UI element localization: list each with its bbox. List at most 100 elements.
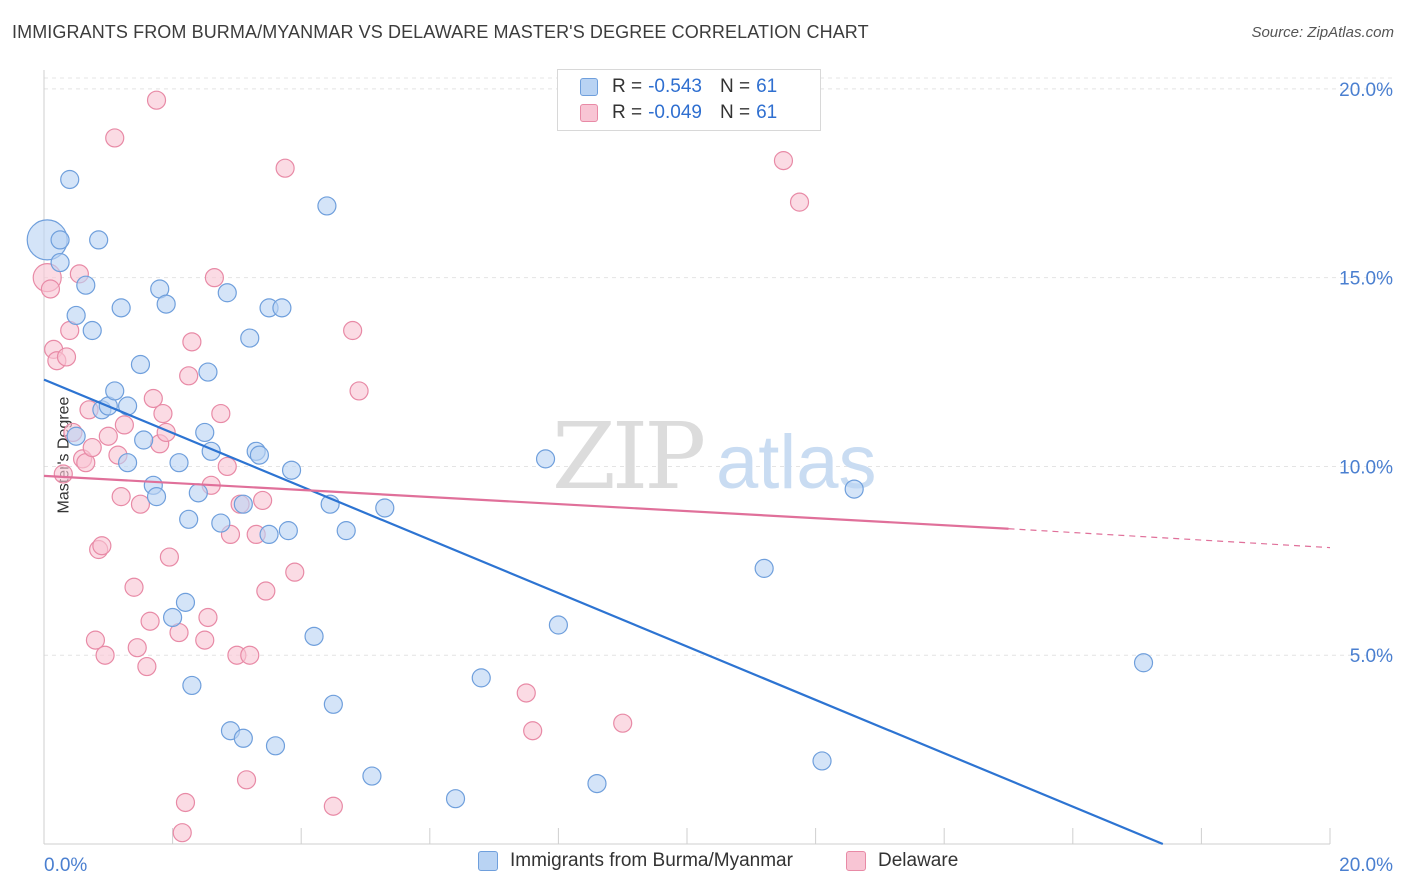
burma-point-11 [105,381,125,401]
legend-label-delaware: Delaware [878,850,959,871]
burma-point-55 [587,773,607,794]
legend-label-burma: Immigrants from Burma/Myanmar [510,850,793,871]
source-label: Source: ZipAtlas.com [1251,24,1394,41]
burma-point-24 [179,509,199,529]
legend-r-value: -0.049 [648,102,702,123]
burma-point-44 [304,626,324,646]
delaware-trendline [43,474,1009,530]
burma-point-31 [217,283,237,303]
legend-swatch-pink [846,851,866,871]
burma-point-45 [317,196,337,216]
delaware-point-55 [343,320,363,341]
delaware-point-23 [127,638,147,658]
burma-point-12 [111,298,131,318]
burma-point-28 [198,362,218,382]
delaware-point-24 [130,494,151,514]
burma-point-20 [156,294,176,314]
delaware-point-20 [111,487,131,507]
delaware-point-17 [98,426,118,446]
burma-points [26,169,1154,809]
delaware-point-30 [153,403,173,424]
grid [44,77,1395,656]
delaware-trendline-extension [1008,528,1331,549]
delaware-point-42 [211,403,231,424]
burma-point-22 [169,453,189,473]
delaware-point-4 [53,464,73,484]
burma-point-1 [50,230,70,250]
delaware-point-15 [92,536,112,556]
burma-point-50 [375,498,395,518]
burma-point-53 [535,449,556,469]
y-tick-label-2: 15.0% [1339,269,1393,290]
burma-point-6 [76,275,96,295]
legend-row-delaware: R = -0.049 N = 61 [580,101,777,125]
burma-point-42 [278,521,298,541]
delaware-point-52 [275,158,295,178]
delaware-point-18 [105,128,125,148]
burma-point-48 [336,521,356,541]
y-tick-label-3: 20.0% [1339,80,1393,101]
delaware-point-12 [82,437,102,458]
burma-point-5 [66,426,86,446]
delaware-point-37 [182,332,202,352]
burma-point-26 [188,483,208,503]
burma-point-56 [754,558,774,578]
delaware-point-25 [137,656,157,677]
burma-point-27 [195,422,215,443]
y-tick-label-1: 10.0% [1339,457,1393,478]
watermark: ZIP atlas [552,403,877,510]
burma-point-16 [134,430,154,450]
burma-point-34 [233,494,253,514]
burma-point-2 [50,252,70,273]
legend-item-delaware[interactable]: Delaware [846,850,958,872]
delaware-point-39 [198,607,218,628]
series-legend: Immigrants from Burma/Myanmar Delaware [0,850,1406,878]
burma-point-43 [281,460,302,480]
x-tick-label-0: 0.0% [44,855,87,876]
chart-title: IMMIGRANTS FROM BURMA/MYANMAR VS DELAWAR… [12,22,869,42]
burma-point-38 [259,524,279,545]
burma-point-47 [323,694,343,714]
legend-swatch-blue [580,78,598,96]
delaware-point-27 [143,388,163,409]
delaware-point-43 [217,456,237,477]
burma-trendline [43,378,1164,846]
legend-n-label: N = [719,76,751,97]
burma-point-57 [812,751,832,771]
delaware-point-58 [523,721,543,741]
burma-point-54 [548,615,569,635]
delaware-point-57 [516,683,536,703]
legend-item-burma[interactable]: Immigrants from Burma/Myanmar [478,850,793,872]
delaware-point-41 [204,268,224,288]
burma-point-30 [211,513,231,533]
legend-r-label: R = [612,102,643,123]
legend-swatch-blue [478,851,498,871]
tick-labels: 5.0% 10.0% 15.0% 20.0% 0.0% 20.0% [44,80,1393,876]
delaware-point-56 [349,381,369,401]
burma-point-59 [1133,653,1154,673]
burma-point-18 [146,487,167,507]
delaware-point-34 [172,823,192,843]
burma-point-41 [272,298,292,318]
burma-point-8 [89,230,109,250]
delaware-point-54 [323,796,343,816]
legend-row-burma: R = -0.543 N = 61 [580,75,777,99]
burma-point-40 [265,736,286,756]
trendlines [43,378,1331,846]
legend-r-value: -0.543 [648,76,702,97]
watermark-zip: ZIP [552,403,703,510]
burma-point-52 [471,668,491,688]
x-tick-label-1: 20.0% [1339,855,1393,876]
burma-point-33 [233,728,253,748]
delaware-points [32,90,810,843]
legend-r-label: R = [612,76,643,97]
burma-point-21 [163,607,183,628]
burma-point-14 [117,453,138,473]
delaware-point-60 [773,151,794,171]
delaware-point-5 [56,347,77,367]
delaware-point-59 [613,713,633,733]
delaware-point-36 [179,366,199,386]
burma-point-3 [60,169,80,190]
delaware-point-53 [285,562,305,582]
